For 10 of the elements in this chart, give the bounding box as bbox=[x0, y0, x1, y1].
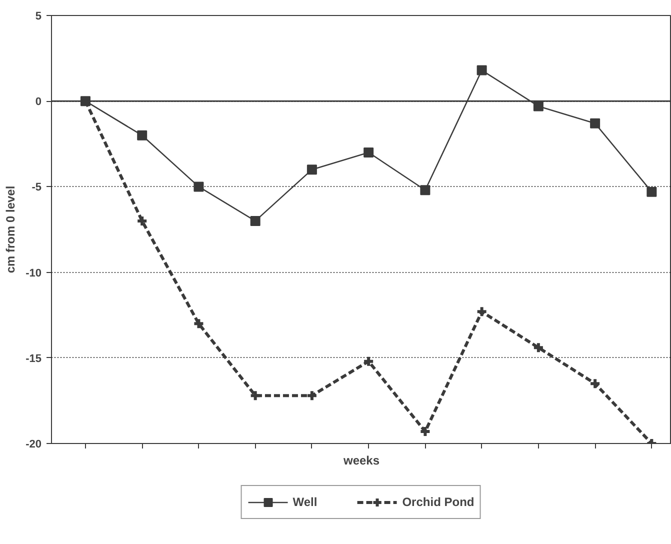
x-axis-title: weeks bbox=[342, 454, 380, 468]
legend-label: Orchid Pond bbox=[402, 495, 474, 509]
y-tick-label: 0 bbox=[35, 96, 42, 108]
y-tick-label: -15 bbox=[26, 352, 42, 365]
legend-label: Well bbox=[292, 495, 318, 509]
y-tick-label: -5 bbox=[32, 182, 42, 194]
y-tick-label: -20 bbox=[26, 438, 42, 450]
y-tick-label: 5 bbox=[35, 10, 42, 22]
y-axis-title: cm from 0 level bbox=[4, 186, 18, 274]
y-tick-label: -10 bbox=[26, 267, 42, 280]
